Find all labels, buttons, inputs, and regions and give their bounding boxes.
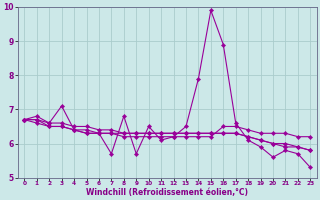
X-axis label: Windchill (Refroidissement éolien,°C): Windchill (Refroidissement éolien,°C) bbox=[86, 188, 248, 197]
